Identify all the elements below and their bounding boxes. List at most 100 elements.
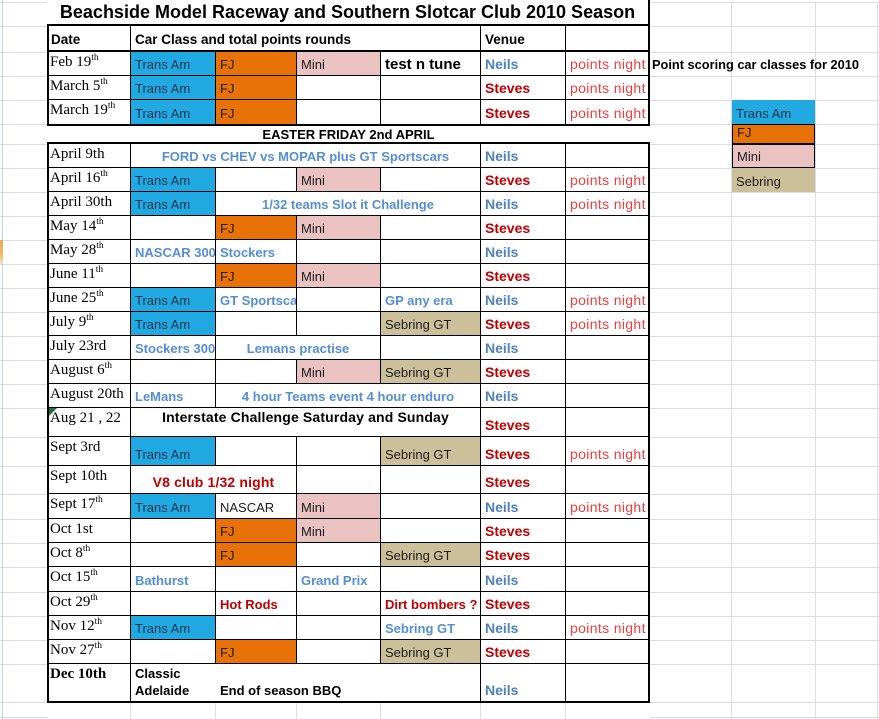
points-cell[interactable] [565, 466, 648, 493]
venue-cell[interactable]: Neils [480, 567, 565, 591]
date-cell[interactable]: May 14th [49, 216, 130, 239]
class-cell[interactable]: Trans Am [130, 100, 215, 124]
venue-cell[interactable]: Steves [480, 360, 565, 383]
points-cell[interactable]: points night [565, 76, 648, 99]
class-cell[interactable] [380, 336, 480, 359]
date-cell[interactable]: July 23rd [49, 336, 130, 359]
class-cell[interactable]: Lemans practise [215, 336, 380, 359]
class-cell[interactable]: Trans Am [130, 76, 215, 99]
class-cell[interactable]: Mini [296, 52, 380, 75]
class-cell[interactable] [296, 640, 380, 663]
class-cell[interactable]: V8 club 1/32 night [130, 466, 296, 493]
class-cell[interactable]: Trans Am [130, 616, 215, 639]
class-cell[interactable] [296, 240, 380, 263]
class-cell[interactable]: Sebring GT [380, 640, 480, 663]
class-cell[interactable]: test n tune [380, 52, 480, 75]
venue-cell[interactable]: Steves [480, 76, 565, 99]
date-cell[interactable]: July 9th [49, 312, 130, 335]
date-cell[interactable]: Oct 8th [49, 543, 130, 566]
class-cell[interactable]: Interstate Challenge Saturday and Sunday [130, 408, 480, 436]
class-cell[interactable] [296, 100, 380, 124]
class-cell[interactable]: Stockers 300 [130, 336, 215, 359]
class-cell[interactable] [380, 264, 480, 287]
date-cell[interactable]: Sept 3rd [49, 437, 130, 465]
class-cell[interactable]: FJ [215, 52, 296, 75]
class-cell[interactable] [215, 168, 296, 191]
points-cell[interactable]: points night [565, 494, 648, 518]
class-cell[interactable]: FJ [215, 519, 296, 542]
points-cell[interactable] [565, 216, 648, 239]
class-cell[interactable] [380, 216, 480, 239]
venue-cell[interactable]: Steves [480, 100, 565, 124]
class-cell[interactable] [380, 168, 480, 191]
points-cell[interactable] [565, 664, 648, 701]
points-cell[interactable] [565, 384, 648, 407]
date-cell[interactable]: April 16th [49, 168, 130, 191]
date-cell[interactable]: Nov 12th [49, 616, 130, 639]
class-cell[interactable] [215, 437, 296, 465]
class-cell[interactable]: Sebring GT [380, 360, 480, 383]
date-cell[interactable]: Oct 15th [49, 567, 130, 591]
class-cell[interactable] [380, 76, 480, 99]
class-cell[interactable] [296, 437, 380, 465]
date-cell[interactable]: Sept 10th [49, 466, 130, 493]
class-cell[interactable]: Mini [296, 168, 380, 191]
date-cell[interactable]: Sept 17th [49, 494, 130, 518]
title-cell[interactable]: Beachside Model Raceway and Southern Slo… [47, 0, 650, 26]
points-cell[interactable] [565, 144, 648, 167]
class-cell[interactable] [130, 216, 215, 239]
venue-cell[interactable]: Neils [480, 240, 565, 263]
points-cell[interactable] [565, 360, 648, 383]
date-cell[interactable]: Oct 1st [49, 519, 130, 542]
points-cell[interactable]: points night [565, 100, 648, 124]
class-cell[interactable] [380, 494, 480, 518]
venue-cell[interactable]: Steves [480, 466, 565, 493]
venue-cell[interactable]: Neils [480, 616, 565, 639]
class-cell[interactable] [296, 288, 380, 311]
class-cell[interactable] [296, 76, 380, 99]
venue-cell[interactable]: Steves [480, 264, 565, 287]
class-cell[interactable] [130, 592, 215, 615]
venue-cell[interactable]: Steves [480, 543, 565, 566]
venue-cell[interactable]: Steves [480, 312, 565, 335]
date-cell[interactable]: March 19th [49, 100, 130, 124]
date-cell[interactable]: August 6th [49, 360, 130, 383]
header-date-cell[interactable]: Date [49, 26, 130, 50]
class-cell[interactable]: Hot Rods [215, 592, 296, 615]
class-cell[interactable] [296, 466, 380, 493]
class-cell[interactable] [130, 264, 215, 287]
class-cell[interactable]: Trans Am [130, 168, 215, 191]
venue-cell[interactable]: Steves [480, 437, 565, 465]
class-cell[interactable] [215, 312, 296, 335]
class-cell[interactable] [130, 543, 215, 566]
venue-cell[interactable]: Steves [480, 408, 565, 436]
class-cell[interactable]: Mini [296, 494, 380, 518]
date-cell[interactable]: June 25th [49, 288, 130, 311]
class-cell[interactable]: Mini [296, 360, 380, 383]
class-cell[interactable]: Sebring GT [380, 543, 480, 566]
venue-cell[interactable]: Steves [480, 519, 565, 542]
date-cell[interactable]: Nov 27th [49, 640, 130, 663]
points-cell[interactable] [565, 264, 648, 287]
header-carclass-cell[interactable]: Car Class and total points rounds [130, 26, 480, 50]
class-cell[interactable]: Mini [296, 519, 380, 542]
class-cell[interactable] [380, 567, 480, 591]
class-cell[interactable]: 1/32 teams Slot it Challenge [215, 192, 480, 215]
venue-cell[interactable]: Neils [480, 384, 565, 407]
legend-item[interactable]: Trans Am [732, 100, 815, 124]
date-cell[interactable]: May 28th [49, 240, 130, 263]
class-cell[interactable]: FJ [215, 640, 296, 663]
date-cell[interactable]: June 11th [49, 264, 130, 287]
points-cell[interactable] [565, 640, 648, 663]
class-cell[interactable]: Mini [296, 216, 380, 239]
class-cell[interactable]: Trans Am [130, 312, 215, 335]
points-cell[interactable] [565, 543, 648, 566]
date-cell[interactable]: Oct 29th [49, 592, 130, 615]
class-cell[interactable]: Sebring GT [380, 616, 480, 639]
date-cell[interactable]: April 9th [49, 144, 130, 167]
legend-item[interactable]: Sebring [732, 168, 815, 192]
points-cell[interactable] [565, 336, 648, 359]
legend-item[interactable]: Mini [732, 144, 815, 168]
points-cell[interactable]: points night [565, 192, 648, 215]
legend-item[interactable]: FJ [732, 124, 815, 144]
